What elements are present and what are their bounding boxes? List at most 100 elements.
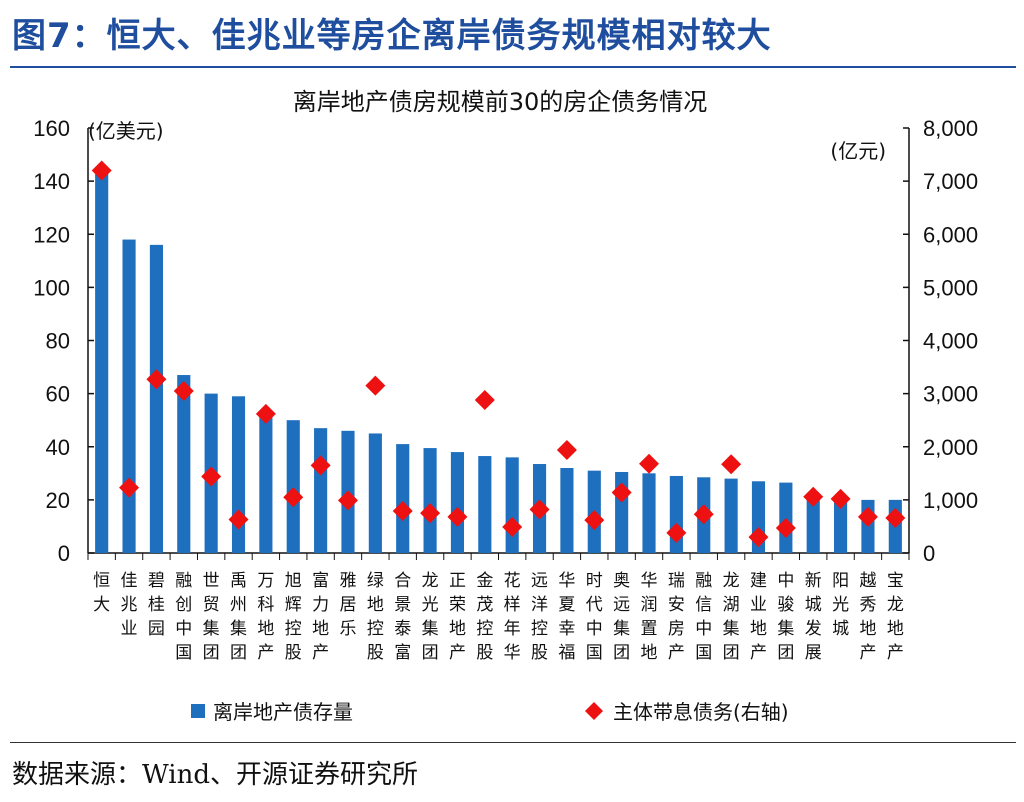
marker-interest-debt	[119, 477, 140, 498]
bar-offshore-debt	[177, 375, 191, 553]
left-tick-label: 160	[33, 116, 70, 141]
legend-diamond-label: 主体带息债务(右轴)	[613, 700, 789, 724]
marker-interest-debt	[639, 453, 660, 474]
category-label: 花样年华	[504, 571, 521, 663]
category-label: 禹州集团	[230, 571, 247, 663]
legend-bar-label: 离岸地产债存量	[213, 700, 353, 724]
bar-offshore-debt	[396, 444, 410, 553]
bar-offshore-debt	[368, 433, 382, 553]
left-tick-label: 80	[46, 329, 70, 354]
chart-title: 离岸地产债房规模前30的房企债务情况	[293, 88, 708, 116]
category-label: 瑞安房产	[668, 571, 685, 663]
marker-interest-debt	[721, 454, 742, 475]
left-tick-label: 40	[46, 435, 70, 460]
marker-interest-debt	[201, 466, 222, 487]
category-label: 世贸集团	[203, 571, 220, 663]
category-label: 越秀地产	[859, 571, 876, 663]
category-label: 新城发展	[805, 571, 822, 663]
legend-bar-swatch	[191, 704, 205, 718]
title-rule	[10, 66, 1016, 68]
bar-offshore-debt	[560, 468, 574, 553]
marker-interest-debt	[146, 369, 167, 390]
left-tick-label: 120	[33, 222, 70, 247]
category-label: 阳光城	[832, 571, 849, 639]
marker-interest-debt	[228, 509, 249, 530]
category-label: 合景泰富	[394, 571, 411, 663]
right-tick-label: 6,000	[923, 222, 978, 247]
marker-interest-debt	[173, 380, 194, 401]
source-rule	[10, 742, 1016, 743]
right-tick-label: 3,000	[923, 382, 978, 407]
category-label: 龙光集团	[422, 571, 439, 663]
bar-offshore-debt	[286, 420, 300, 553]
category-label: 旭辉控股	[285, 571, 302, 663]
chart: 离岸地产债房规模前30的房企债务情况 (亿美元) (亿元) 0 20 40 60 80 1…	[33, 88, 978, 724]
marker-interest-debt	[337, 490, 358, 511]
bar-offshore-debt	[314, 428, 328, 553]
category-label: 融信中国	[695, 571, 712, 663]
bar-offshore-debt	[478, 456, 492, 553]
right-axis-unit: (亿元)	[830, 139, 886, 163]
legend-diamond-swatch	[585, 702, 603, 720]
marker-interest-debt	[502, 516, 523, 537]
category-label: 金茂控股	[476, 571, 493, 663]
right-tick-label: 5,000	[923, 275, 978, 300]
marker-interest-debt	[310, 455, 331, 476]
marker-interest-debt	[447, 506, 468, 527]
category-label: 华润置地	[641, 571, 658, 663]
bar-offshore-debt	[95, 173, 109, 553]
category-label: 碧桂园	[148, 571, 165, 639]
category-label: 佳兆业	[121, 571, 138, 639]
category-label: 时代中国	[586, 571, 603, 663]
bar-offshore-debt	[779, 482, 793, 553]
marker-interest-debt	[255, 403, 276, 424]
left-tick-label: 0	[58, 541, 70, 566]
bar-offshore-debt	[149, 244, 163, 553]
source-note: 数据来源：Wind、开源证券研究所	[12, 760, 418, 790]
category-label: 正荣地产	[449, 571, 466, 663]
marker-interest-debt	[556, 439, 577, 460]
left-tick-label: 100	[33, 275, 70, 300]
category-label: 雅居乐	[339, 571, 356, 639]
bar-offshore-debt	[122, 239, 136, 553]
right-tick-label: 0	[923, 541, 935, 566]
marker-interest-debt	[803, 486, 824, 507]
left-tick-label: 20	[46, 488, 70, 513]
category-label: 龙湖集团	[723, 571, 740, 663]
marker-interest-debt	[420, 503, 441, 524]
marker-interest-debt	[283, 487, 304, 508]
category-label: 中骏集团	[777, 571, 794, 663]
right-tick-label: 1,000	[923, 488, 978, 513]
marker-interest-debt	[584, 510, 605, 531]
bar-offshore-debt	[806, 497, 820, 553]
marker-interest-debt	[857, 506, 878, 527]
bar-offshore-debt	[505, 457, 519, 553]
right-tick-label: 7,000	[923, 169, 978, 194]
marker-interest-debt	[830, 488, 851, 509]
right-tick-label: 2,000	[923, 435, 978, 460]
marker-interest-debt	[775, 518, 796, 539]
bar-offshore-debt	[834, 498, 848, 553]
marker-interest-debt	[529, 499, 550, 520]
marker-interest-debt	[611, 482, 632, 503]
bar-offshore-debt	[724, 478, 738, 553]
marker-interest-debt	[666, 522, 687, 543]
category-label: 万科地产	[257, 571, 274, 663]
bar-offshore-debt	[642, 473, 656, 553]
right-tick-label: 8,000	[923, 116, 978, 141]
marker-interest-debt	[392, 501, 413, 522]
category-label: 富力地产	[312, 571, 329, 663]
marker-interest-debt	[474, 390, 495, 410]
marker-interest-debt	[365, 375, 386, 396]
category-label: 远洋控股	[531, 571, 548, 663]
category-label: 奥远集团	[613, 571, 630, 663]
left-tick-label: 60	[46, 382, 70, 407]
marker-interest-debt	[885, 507, 906, 528]
bar-offshore-debt	[259, 414, 273, 553]
marker-interest-debt	[748, 527, 769, 548]
category-label: 恒大	[93, 571, 110, 615]
category-label: 华夏幸福	[558, 571, 575, 663]
marker-interest-debt	[91, 160, 112, 181]
bar-offshore-debt	[423, 448, 437, 553]
category-label: 宝龙地产	[887, 571, 904, 663]
